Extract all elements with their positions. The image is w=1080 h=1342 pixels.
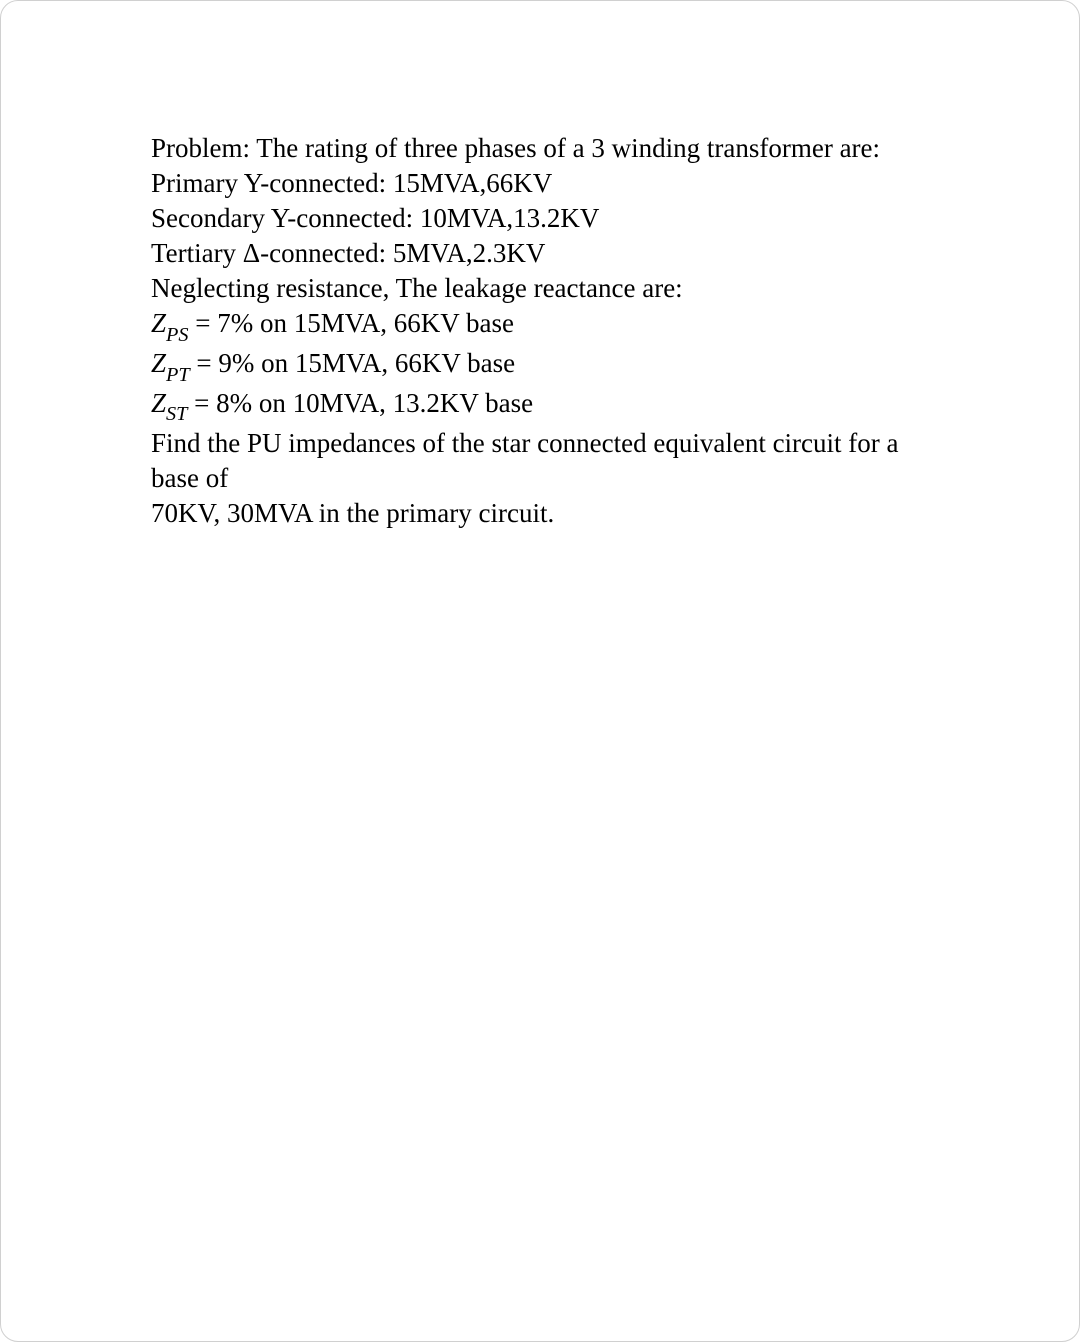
z-var-st: Z bbox=[151, 388, 166, 418]
problem-line-2: Primary Y-connected: 15MVA,66KV bbox=[151, 166, 929, 201]
subscript-pt: PT bbox=[166, 364, 190, 386]
problem-line-4: Tertiary Δ-connected: 5MVA,2.3KV bbox=[151, 236, 929, 271]
eq-st: = 8% on 10MVA, 13.2KV base bbox=[187, 388, 533, 418]
problem-line-5: Neglecting resistance, The leakage react… bbox=[151, 271, 929, 306]
problem-line-10: 70KV, 30MVA in the primary circuit. bbox=[151, 496, 929, 531]
z-var-ps: Z bbox=[151, 308, 166, 338]
problem-line-6: ZPS = 7% on 15MVA, 66KV base bbox=[151, 306, 929, 346]
problem-line-1: Problem: The rating of three phases of a… bbox=[151, 131, 929, 166]
subscript-st: ST bbox=[166, 403, 187, 425]
problem-line-3: Secondary Y-connected: 10MVA,13.2KV bbox=[151, 201, 929, 236]
problem-line-9: Find the PU impedances of the star conne… bbox=[151, 426, 929, 496]
problem-line-7: ZPT = 9% on 15MVA, 66KV base bbox=[151, 346, 929, 386]
problem-line-8: ZST = 8% on 10MVA, 13.2KV base bbox=[151, 386, 929, 426]
eq-pt: = 9% on 15MVA, 66KV base bbox=[190, 348, 515, 378]
page-container: Problem: The rating of three phases of a… bbox=[0, 0, 1080, 1342]
problem-text-block: Problem: The rating of three phases of a… bbox=[151, 131, 929, 531]
z-var-pt: Z bbox=[151, 348, 166, 378]
subscript-ps: PS bbox=[166, 324, 189, 346]
eq-ps: = 7% on 15MVA, 66KV base bbox=[189, 308, 514, 338]
